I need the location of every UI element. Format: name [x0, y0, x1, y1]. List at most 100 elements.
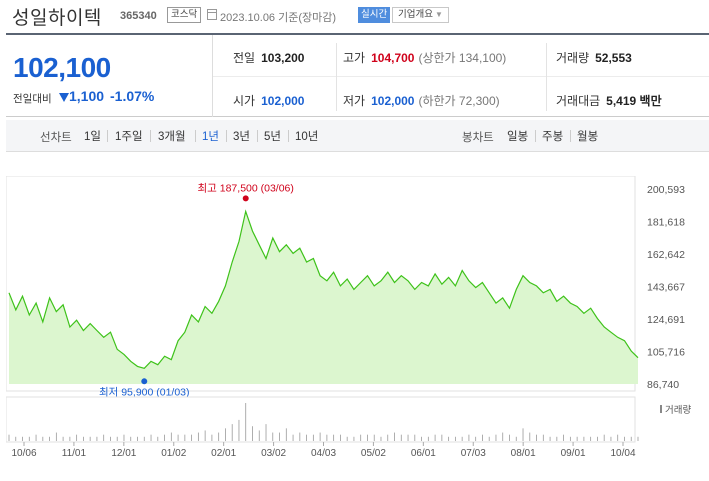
x-tick-label: 07/03 [461, 448, 486, 459]
diff-value: 1,100 [69, 88, 105, 104]
volume-bar [89, 436, 91, 441]
company-info-label: 기업개요 [398, 9, 433, 20]
prev-close-cell: 전일 103,200 [233, 49, 304, 66]
volume-bar [421, 436, 422, 441]
volume-bars: 거래량 [5, 396, 691, 443]
high-cell: 고가 104,700 (상한가 134,100) [343, 49, 506, 66]
volume-bar [123, 434, 125, 441]
volume-bar [49, 436, 50, 441]
price-chart-svg: 200,593 181,618 162,642 143,667 124,691 105,7… [5, 175, 691, 459]
volume-bar [461, 436, 463, 441]
high-label: 고가 [343, 51, 366, 65]
volume-bar [454, 436, 456, 441]
volume-bar [8, 434, 10, 441]
extreme-markers: 최고 187,500 (03/06) 최저 95,900 (01/03) [99, 182, 294, 398]
volume-bar [394, 432, 395, 441]
volume-bar [42, 436, 44, 441]
min-price-label: 최저 95,900 (01/03) [99, 386, 190, 398]
volume-bar [96, 436, 98, 441]
volume-bar [76, 434, 78, 441]
volume-bar [414, 434, 416, 441]
volume-bar [556, 436, 558, 441]
x-tick-label: 03/02 [261, 448, 286, 459]
volume-bar [279, 432, 280, 441]
volume-bar [529, 432, 531, 441]
volume-bar [62, 436, 64, 441]
volume-bar [55, 432, 57, 441]
x-tick-label: 02/01 [211, 448, 236, 459]
volume-value: 52,553 [595, 51, 632, 65]
tab-divider [570, 130, 571, 142]
current-price: 102,100 [13, 52, 111, 83]
volume-bar [515, 436, 517, 441]
x-tick-label: 09/01 [561, 448, 586, 459]
stock-code: 365340 [120, 10, 157, 22]
volume-bar [576, 436, 578, 441]
price-chart: 200,593 181,618 162,642 143,667 124,691 105,7… [5, 175, 709, 481]
tab-divider [195, 130, 196, 142]
tab-5y[interactable]: 5년 [264, 131, 281, 143]
x-tick-label: 05/02 [361, 448, 386, 459]
current-price-box: 102,100 전일대비 1,100 -1.07% [6, 35, 213, 117]
tab-divider [257, 130, 258, 142]
volume-bar [597, 436, 598, 441]
market-badge: 코스닥 [167, 7, 202, 23]
volume-bar [164, 434, 165, 441]
tab-daily[interactable]: 일봉 [507, 131, 529, 143]
realtime-button[interactable]: 실시간 [358, 7, 391, 23]
volume-label: 거래량 [556, 51, 590, 65]
volume-bar [603, 434, 605, 441]
tab-weekly[interactable]: 주봉 [542, 131, 564, 143]
volume-bar [624, 436, 625, 441]
line-chart-label: 선차트 [40, 132, 72, 144]
date-text: 2023.10.06 기준(장마감) [220, 9, 336, 25]
volume-bar [475, 436, 477, 441]
y-tick-label: 105,716 [647, 347, 685, 359]
tab-divider [535, 130, 536, 142]
volume-bar [28, 436, 30, 441]
tab-3y[interactable]: 3년 [233, 131, 250, 143]
y-tick-label: 143,667 [647, 282, 685, 294]
volume-bar [509, 434, 510, 441]
volume-bar [373, 434, 375, 441]
trade-value-label: 거래대금 [556, 94, 601, 108]
down-triangle-icon [59, 93, 69, 102]
tab-3m[interactable]: 3개월 [158, 131, 186, 143]
volume-bar [360, 434, 362, 441]
volume-bar [637, 436, 639, 441]
low-value: 102,000 [371, 94, 415, 108]
volume-bar [35, 434, 37, 441]
volume-bar [116, 436, 118, 441]
volume-bar [610, 436, 612, 441]
tab-divider [150, 130, 151, 142]
volume-bar [502, 432, 504, 441]
upper-limit: (상한가 134,100) [418, 51, 507, 65]
volume-bar [427, 436, 429, 441]
volume-bar [306, 434, 307, 441]
volume-bar [583, 436, 585, 441]
tab-divider [226, 130, 227, 142]
y-axis-labels: 200,593 181,618 162,642 143,667 124,691 105,7… [647, 184, 685, 391]
tab-1w[interactable]: 1주일 [115, 131, 143, 143]
volume-bar [549, 436, 551, 441]
tab-1d[interactable]: 1일 [84, 131, 101, 143]
company-info-button[interactable]: 기업개요 ▼ [392, 7, 449, 23]
volume-bar [292, 434, 294, 441]
stock-header: 성일하이텍 365340 코스닥 2023.10.06 기준(장마감) 실시간 … [0, 0, 709, 32]
volume-bar [103, 434, 105, 441]
volume-bar [326, 434, 328, 441]
min-price-dot [141, 378, 148, 385]
tab-1y[interactable]: 1년 [202, 131, 219, 143]
volume-cell: 거래량 52,553 [556, 49, 632, 66]
volume-bar [387, 434, 389, 441]
tab-monthly[interactable]: 월봉 [577, 131, 599, 143]
volume-bar [299, 432, 301, 441]
x-axis-labels: 10/06 11/01 12/01 01/02 02/01 03/02 04/03 05/02… [11, 442, 636, 459]
x-tick-label: 12/01 [111, 448, 136, 459]
tab-10y[interactable]: 10년 [295, 131, 319, 143]
volume-bar [82, 436, 84, 441]
open-cell: 시가 102,000 [233, 92, 304, 109]
tab-divider [288, 130, 289, 142]
x-tick-label: 01/02 [161, 448, 186, 459]
chart-period-tabs: 선차트 1일 1주일 3개월 1년 3년 5년 10년 봉차트 일봉 주봉 월봉 [6, 120, 709, 152]
